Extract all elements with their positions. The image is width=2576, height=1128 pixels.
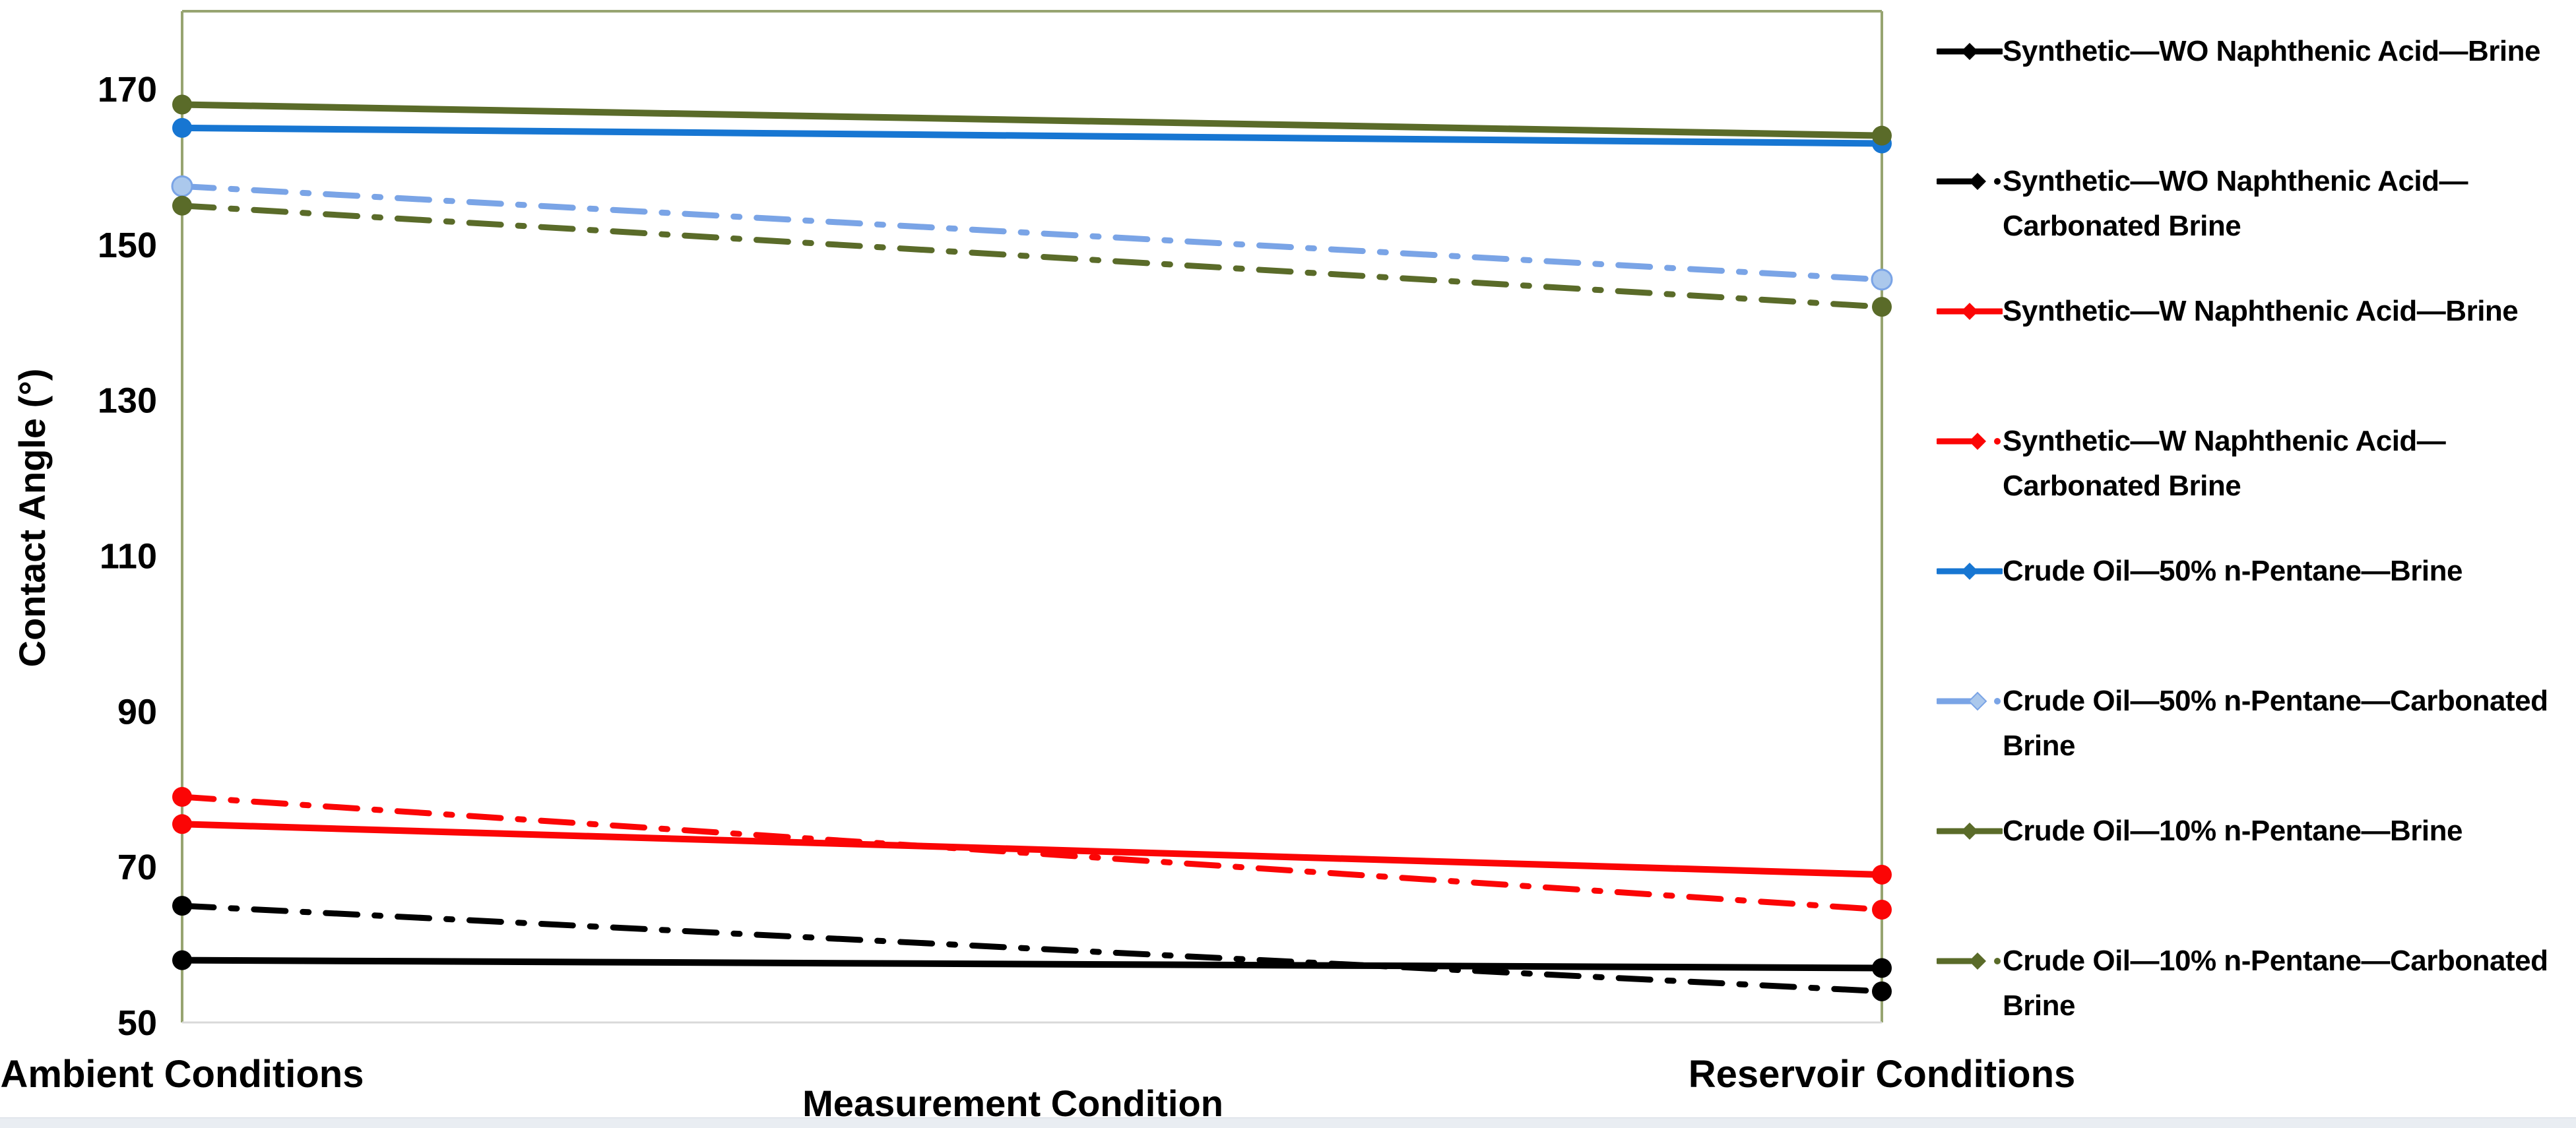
legend-dashdot-line-icon <box>1937 173 2001 190</box>
legend-dot <box>1994 698 2001 705</box>
y-tick-label: 130 <box>98 381 157 421</box>
data-point-marker <box>172 94 192 115</box>
y-tick-label: 110 <box>100 536 157 576</box>
series-line <box>179 821 1885 878</box>
legend: Synthetic—WO Naphthenic Acid—Brine Synthe… <box>1937 0 2576 1128</box>
data-point-marker <box>172 117 192 138</box>
legend-item: Synthetic—WO Naphthenic Acid—Brine <box>1937 29 2576 74</box>
y-tick-label: 150 <box>98 226 157 265</box>
legend-solid-line-icon <box>1937 303 2003 320</box>
y-tick-label: 170 <box>98 70 157 110</box>
legend-solid-line-icon <box>1937 823 2003 840</box>
x-tick-label-reservoir: Reservoir Conditions <box>1689 1053 2076 1096</box>
legend-marker-diamond <box>1969 173 1986 190</box>
y-tick-label: 70 <box>117 848 157 887</box>
data-point-marker <box>1871 268 1893 291</box>
series-line <box>179 902 1885 995</box>
bottom-edge-strip <box>0 1117 2576 1128</box>
legend-item: Crude Oil—50% n-Pentane—Carbonated Brine <box>1937 679 2576 768</box>
legend-marker-diamond <box>1969 433 1986 450</box>
data-point-marker <box>172 195 192 216</box>
legend-item: Synthetic—WO Naphthenic Acid—Carbonated … <box>1937 159 2576 249</box>
legend-item-label: Crude Oil—50% n-Pentane—Carbonated Brine <box>2003 685 2548 762</box>
legend-marker-diamond <box>1961 823 1978 840</box>
legend-solid-line-icon <box>1937 563 2003 580</box>
legend-item-label: Synthetic—WO Naphthenic Acid—Brine <box>2003 35 2541 67</box>
series-line <box>179 794 1885 913</box>
data-point-marker <box>1872 864 1892 885</box>
legend-item-label: Crude Oil—10% n-Pentane—Brine <box>2003 815 2463 847</box>
legend-item: Crude Oil—10% n-Pentane—Brine <box>1937 809 2576 854</box>
series-line <box>179 124 1885 147</box>
legend-item: Synthetic—W Naphthenic Acid—Brine <box>1937 289 2576 334</box>
series-line <box>179 101 1885 139</box>
data-point-marker <box>171 175 193 197</box>
y-axis-title: Contact Angle (°) <box>11 369 53 668</box>
legend-item-label: Synthetic—WO Naphthenic Acid—Carbonated … <box>2003 165 2468 242</box>
data-point-marker <box>1872 981 1892 1001</box>
y-tick-label: 90 <box>117 692 157 732</box>
legend-dashdot-line-icon <box>1937 691 2001 711</box>
data-point-marker <box>1872 900 1892 920</box>
data-point-marker <box>172 787 192 807</box>
legend-marker-diamond <box>1968 691 1987 711</box>
series-line <box>179 203 1885 310</box>
legend-dot <box>1994 178 2001 185</box>
y-tick-label: 50 <box>117 1003 157 1043</box>
data-point-marker <box>172 896 192 916</box>
legend-item: Crude Oil—50% n-Pentane—Brine <box>1937 549 2576 594</box>
legend-marker-diamond <box>1961 303 1978 320</box>
data-point-marker <box>1872 125 1892 146</box>
legend-dot <box>1994 438 2001 445</box>
legend-item-label: Crude Oil—50% n-Pentane—Brine <box>2003 555 2463 587</box>
data-point-marker <box>1872 297 1892 317</box>
legend-dashdot-line-icon <box>1937 433 2001 450</box>
legend-marker-diamond <box>1961 563 1978 580</box>
series-lines <box>171 94 1893 1001</box>
legend-item: Crude Oil—10% n-Pentane—Carbonated Brine <box>1937 939 2576 1028</box>
legend-item-label: Synthetic—W Naphthenic Acid—Brine <box>2003 295 2519 327</box>
plot-border <box>181 10 1883 1024</box>
data-point-marker <box>172 950 192 970</box>
legend-item-label: Synthetic—W Naphthenic Acid—Carbonated B… <box>2003 425 2446 502</box>
x-axis-title: Measurement Condition <box>802 1082 1223 1124</box>
y-axis-tick-labels: 50 70 90 110 130 150 170 <box>98 70 157 1043</box>
legend-item-label: Crude Oil—10% n-Pentane—Carbonated Brine <box>2003 945 2548 1022</box>
series-line <box>179 183 1885 283</box>
legend-dashdot-line-icon <box>1937 953 2001 970</box>
legend-solid-line-icon <box>1937 43 2003 60</box>
data-point-marker <box>1872 958 1892 978</box>
legend-marker-diamond <box>1969 953 1986 970</box>
legend-item: Synthetic—W Naphthenic Acid—Carbonated B… <box>1937 419 2576 509</box>
legend-dot <box>1994 958 2001 964</box>
series-line <box>179 956 1885 972</box>
legend-marker-diamond <box>1961 43 1978 60</box>
x-tick-label-ambient: Ambient Conditions <box>1 1053 364 1096</box>
data-point-marker <box>172 814 192 834</box>
